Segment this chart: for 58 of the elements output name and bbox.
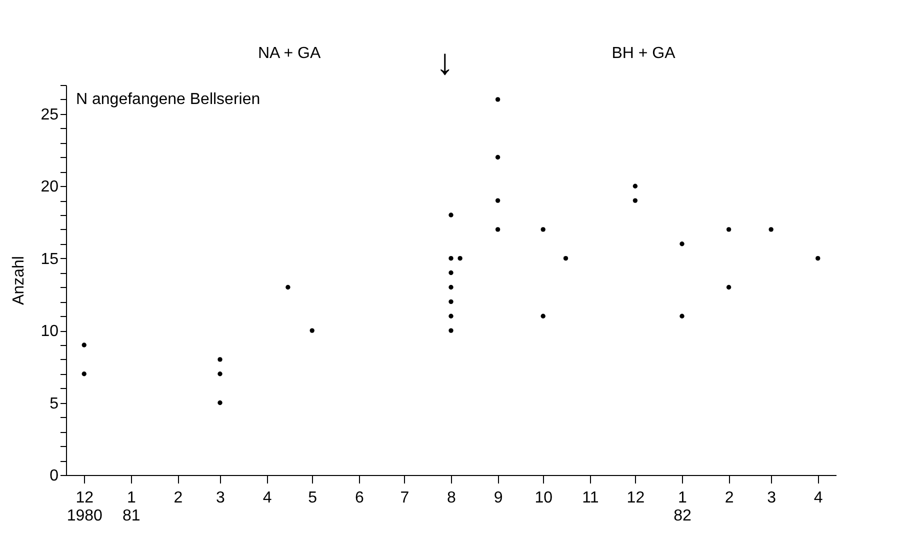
x-tick-label: 4 xyxy=(814,490,823,506)
y-axis-title: Anzahl xyxy=(10,256,28,305)
point xyxy=(218,372,222,376)
point xyxy=(82,372,86,376)
x-tick-label: 7 xyxy=(400,490,410,506)
y-tick-label: 10 xyxy=(40,323,59,340)
point xyxy=(680,314,684,318)
point xyxy=(448,256,454,261)
point xyxy=(286,284,290,290)
point xyxy=(540,314,546,318)
x-tick-label: 10 xyxy=(534,490,553,506)
point xyxy=(726,284,732,290)
text: ↓ xyxy=(436,41,454,82)
point xyxy=(82,342,86,348)
point xyxy=(218,357,222,362)
x-tick-label: 12 xyxy=(626,490,645,506)
point xyxy=(495,198,500,203)
x-tick-label: 2 xyxy=(174,490,183,506)
x-tick-label: 2 xyxy=(724,490,734,506)
point xyxy=(632,184,638,188)
text: BH + GA xyxy=(612,45,676,62)
x-tick-label: 1 81 xyxy=(122,490,140,524)
annotation: N angefangene Bellserien xyxy=(76,91,260,108)
text: NA + GA xyxy=(258,45,321,62)
x-tick-label: 1 82 xyxy=(674,490,692,524)
y-tick-label: 5 xyxy=(50,395,59,412)
x-tick-label: 5 xyxy=(308,490,318,506)
x-tick-label: 3 xyxy=(216,490,226,506)
point xyxy=(495,97,500,102)
point xyxy=(563,256,568,261)
y-tick-label: 25 xyxy=(40,106,59,124)
x-tick-label: 8 xyxy=(447,490,456,506)
point xyxy=(540,227,546,232)
x-tick-label: 9 xyxy=(494,490,503,506)
point xyxy=(816,256,820,261)
y-tick-label: 15 xyxy=(40,250,59,268)
point xyxy=(495,227,500,232)
x-tick-label: 6 xyxy=(354,490,364,506)
point xyxy=(448,328,454,333)
point xyxy=(448,270,454,276)
point xyxy=(680,242,684,246)
y-tick-label: 20 xyxy=(40,178,59,196)
point xyxy=(632,198,638,203)
point xyxy=(448,299,454,304)
point xyxy=(458,256,462,261)
point xyxy=(495,154,500,160)
x-tick-label: 4 xyxy=(262,490,272,506)
point xyxy=(726,227,732,232)
x-tick-label: 12 1980 xyxy=(66,490,103,524)
point xyxy=(218,400,222,406)
point xyxy=(310,328,314,333)
x-tick-label: 3 xyxy=(767,490,776,506)
point xyxy=(448,284,454,290)
point xyxy=(768,227,774,232)
y-tick-label: 0 xyxy=(50,468,59,484)
point xyxy=(448,212,454,218)
point xyxy=(448,314,454,318)
x-tick-label: 11 xyxy=(582,490,599,506)
